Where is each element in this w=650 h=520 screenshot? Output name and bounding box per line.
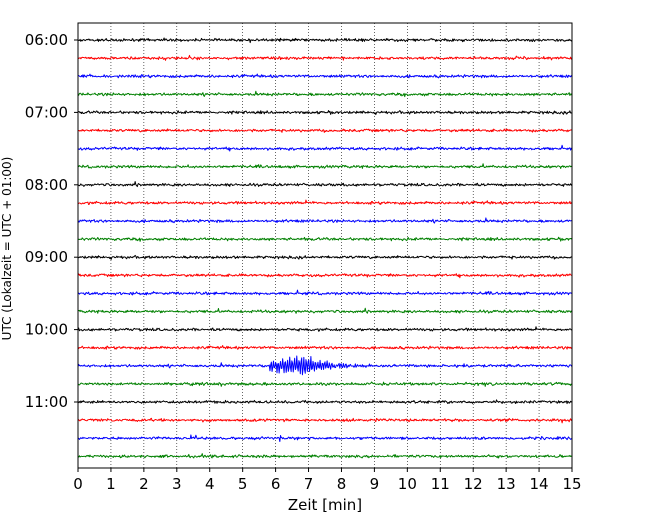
trace-row-0715 (77, 128, 573, 133)
trace-row-0600 (77, 37, 573, 44)
x-tick-label: 8 (337, 475, 347, 493)
x-tick-label: 10 (398, 475, 417, 493)
x-tick-label: 13 (497, 475, 516, 493)
y-tick-label: 10:00 (25, 321, 68, 339)
trace-row-1030 (77, 355, 573, 376)
trace-row-0915 (77, 273, 573, 279)
y-tick-label: 11:00 (25, 393, 68, 411)
trace-row-0645 (77, 90, 573, 98)
trace-row-0630 (77, 73, 573, 79)
x-tick-label: 12 (464, 475, 483, 493)
y-axis-ticks: 06:00 07:00 08:00 09:00 10:00 11:00 (25, 31, 78, 411)
trace-row-1130 (78, 434, 573, 443)
x-tick-label: 9 (370, 475, 380, 493)
y-tick-label: 07:00 (25, 103, 68, 121)
x-tick-label: 4 (205, 475, 215, 493)
y-tick-label: 08:00 (25, 176, 68, 194)
trace-row-0930 (77, 289, 573, 296)
y-tick-label: 06:00 (25, 31, 68, 49)
trace-row-0830 (77, 217, 573, 224)
x-tick-label: 3 (172, 475, 182, 493)
trace-row-1115 (77, 417, 573, 424)
trace-row-1045 (77, 381, 573, 387)
plot-frame (77, 22, 573, 469)
trace-row-1015 (77, 345, 573, 350)
trace-row-0815 (77, 199, 573, 206)
trace-row-0700 (78, 110, 573, 116)
trace-row-0800 (77, 181, 573, 188)
x-tick-label: 0 (73, 475, 83, 493)
trace-row-0845 (77, 236, 573, 242)
trace-row-1100 (77, 399, 573, 405)
x-tick-label: 11 (431, 475, 450, 493)
trace-row-0730 (77, 144, 573, 152)
x-tick-label: 2 (139, 475, 149, 493)
x-axis-ticks: 0 1 2 3 4 5 6 7 8 9 10 11 12 13 14 15 (73, 468, 582, 493)
trace-row-1145 (77, 453, 573, 459)
y-axis-title: UTC (Lokalzeit = UTC + 01:00) (0, 157, 14, 341)
y-tick-label: 09:00 (25, 248, 68, 266)
x-axis-title: Zeit [min] (288, 496, 362, 514)
x-tick-label: 7 (304, 475, 314, 493)
trace-rows (77, 37, 573, 459)
trace-row-0900 (77, 254, 573, 260)
trace-row-0745 (77, 163, 573, 169)
grid-lines (110, 23, 540, 468)
trace-row-1000 (77, 326, 573, 332)
trace-row-0615 (77, 54, 573, 61)
x-tick-label: 5 (238, 475, 248, 493)
x-tick-label: 15 (562, 475, 581, 493)
x-tick-label: 6 (271, 475, 281, 493)
x-tick-label: 14 (530, 475, 549, 493)
trace-row-0945 (77, 307, 573, 314)
x-tick-label: 1 (106, 475, 116, 493)
